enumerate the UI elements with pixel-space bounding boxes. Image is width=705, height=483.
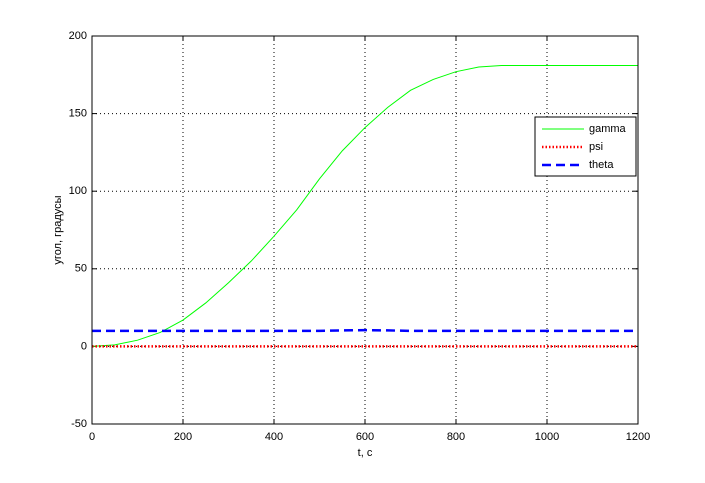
legend-label: theta — [589, 159, 614, 171]
x-tick-label: 1200 — [626, 431, 650, 443]
legend-label: gamma — [589, 123, 627, 135]
x-tick-label: 400 — [265, 431, 283, 443]
series-line — [92, 328, 638, 333]
x-tick-label: 200 — [174, 431, 192, 443]
y-tick-label: 0 — [81, 340, 87, 352]
x-tick-label: 600 — [356, 431, 374, 443]
y-tick-label: -50 — [71, 418, 87, 430]
y-tick-label: 50 — [75, 263, 87, 275]
y-tick-label: 150 — [69, 108, 87, 120]
x-axis-label: t, c — [358, 447, 373, 459]
x-tick-label: 0 — [89, 431, 95, 443]
y-tick-label: 100 — [69, 185, 87, 197]
plot-area — [92, 36, 638, 424]
legend-label: psi — [589, 141, 603, 153]
x-tick-label: 1000 — [535, 431, 559, 443]
y-tick-label: 200 — [69, 30, 87, 42]
y-axis-label: угол, градусы — [52, 195, 64, 264]
series-line — [91, 64, 638, 347]
legend-box — [534, 116, 637, 177]
x-tick-label: 800 — [447, 431, 465, 443]
axes-box — [91, 35, 639, 425]
